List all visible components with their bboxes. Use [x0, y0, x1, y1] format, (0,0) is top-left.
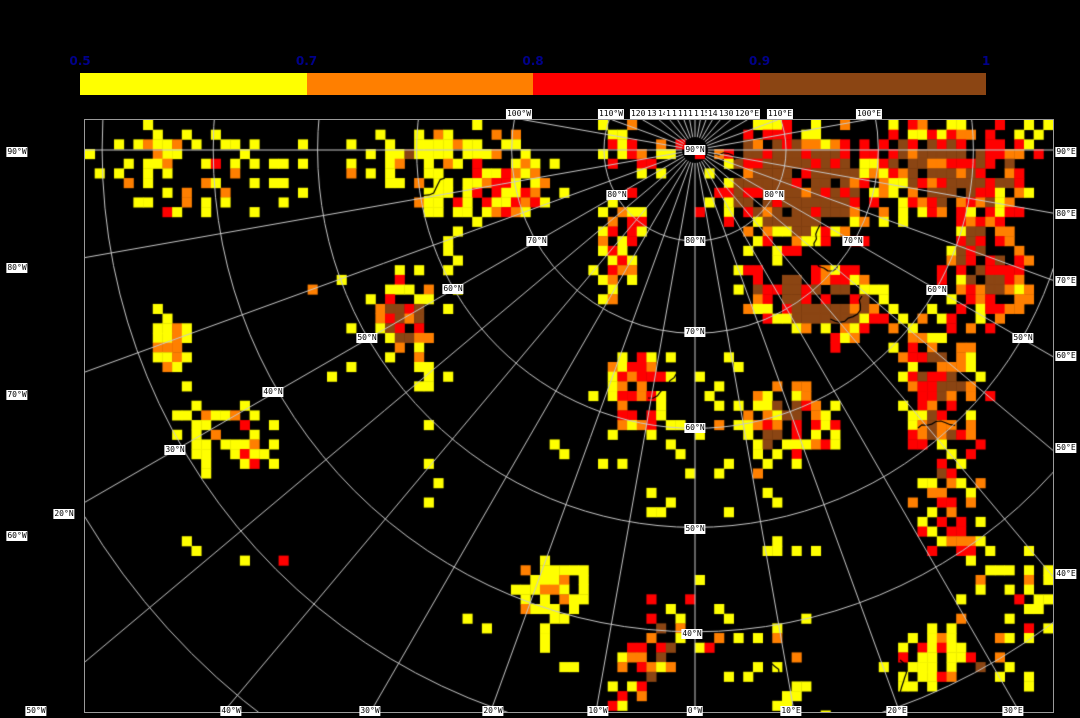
longitude-label-top: 100°W	[505, 109, 533, 119]
longitude-label-bottom: 50°W	[25, 706, 47, 716]
latitude-label: 20°N	[53, 509, 75, 519]
longitude-label-bottom: 0°W	[686, 706, 704, 716]
longitude-label-left: 60°W	[6, 531, 28, 541]
longitude-label-bottom: 20°E	[886, 706, 908, 716]
longitude-label-left: 70°W	[6, 390, 28, 400]
colorbar-tick-label: 1	[981, 54, 991, 68]
latitude-label: 50°N	[684, 524, 706, 534]
longitude-label-right: 60°E	[1055, 351, 1077, 361]
longitude-label-right: 40°E	[1055, 569, 1077, 579]
colorbar	[80, 73, 986, 95]
longitude-label-top: 110°W	[597, 109, 625, 119]
longitude-label-bottom: 30°E	[1002, 706, 1024, 716]
longitude-label-right: 70°E	[1055, 276, 1077, 286]
longitude-label-top: 130°E	[717, 109, 745, 119]
longitude-label-top: 100°E	[855, 109, 883, 119]
latitude-label: 80°N	[763, 190, 785, 200]
colorbar-tick-label: 0.8	[522, 54, 544, 68]
longitude-label-top: 110°E	[766, 109, 794, 119]
colorbar-segment-2	[533, 73, 760, 95]
longitude-label-right: 50°E	[1055, 443, 1077, 453]
longitude-label-bottom: 30°W	[359, 706, 381, 716]
latitude-label: 80°N	[684, 236, 706, 246]
latitude-label: 70°N	[684, 327, 706, 337]
longitude-label-top: 120°W	[629, 109, 657, 119]
colorbar-tick-label: 0.5	[69, 54, 91, 68]
latitude-label: 60°N	[442, 284, 464, 294]
latitude-label: 40°N	[262, 387, 284, 397]
longitude-label-bottom: 10°W	[587, 706, 609, 716]
latitude-label: 60°N	[926, 285, 948, 295]
latitude-label: 70°N	[842, 236, 864, 246]
latitude-label: 80°N	[606, 190, 628, 200]
colorbar-segment-3	[759, 73, 986, 95]
latitude-label: 90°N	[684, 145, 706, 155]
latitude-label: 50°N	[1012, 333, 1034, 343]
longitude-label-top: 120°E	[733, 109, 761, 119]
colorbar-segment-0	[80, 73, 307, 95]
longitude-label-left: 80°W	[6, 263, 28, 273]
colorbar-tick-label: 0.9	[748, 54, 771, 68]
latitude-label: 50°N	[356, 333, 378, 343]
latitude-label: 70°N	[526, 236, 548, 246]
longitude-label-bottom: 40°W	[220, 706, 242, 716]
latitude-label: 40°N	[681, 629, 703, 639]
longitude-label-left: 90°W	[6, 147, 28, 157]
map-canvas	[85, 120, 1053, 712]
longitude-label-right: 90°E	[1055, 147, 1077, 157]
latitude-label: 60°N	[684, 423, 706, 433]
latitude-label: 30°N	[164, 445, 186, 455]
longitude-label-bottom: 10°E	[780, 706, 802, 716]
colorbar-tick-label: 0.7	[295, 54, 318, 68]
longitude-label-right: 80°E	[1055, 209, 1077, 219]
longitude-label-bottom: 20°W	[482, 706, 504, 716]
colorbar-segment-1	[306, 73, 533, 95]
